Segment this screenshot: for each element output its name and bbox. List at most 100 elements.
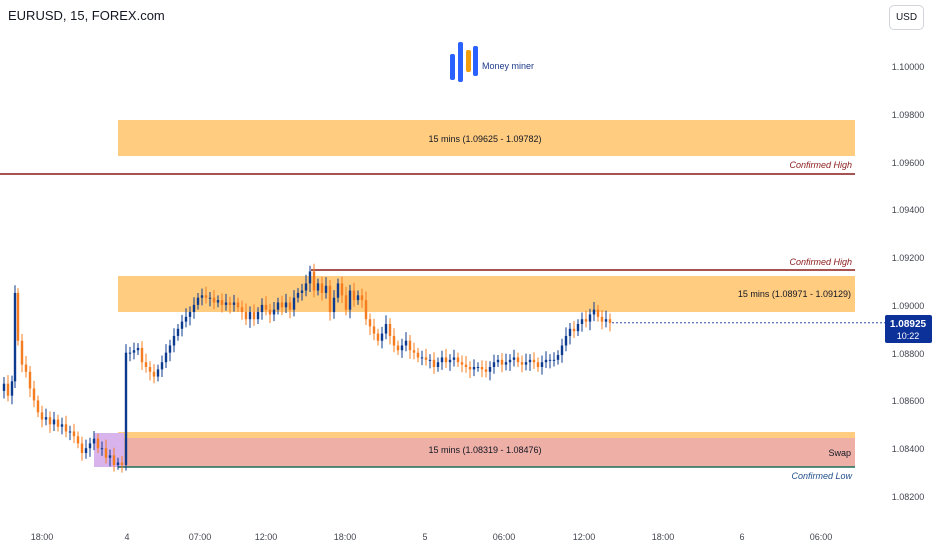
candle-body	[260, 304, 264, 313]
x-tick-label: 4	[124, 532, 129, 542]
candle-body	[132, 350, 136, 353]
candle-body	[140, 347, 144, 363]
candles-group	[2, 263, 885, 473]
confirmed-low-label: Confirmed Low	[791, 471, 852, 481]
candle-body	[548, 359, 552, 361]
candle-body	[148, 367, 152, 372]
time-axis[interactable]: 18:00 4 07:00 12:00 18:00 5 06:00 12:00 …	[31, 532, 833, 542]
candle-body	[136, 347, 140, 351]
y-tick-label: 1.08400	[892, 444, 925, 454]
y-tick-label: 1.08800	[892, 349, 925, 359]
candle-body	[440, 357, 444, 363]
candle-body	[464, 364, 468, 367]
y-tick-label: 1.09000	[892, 301, 925, 311]
x-tick-label: 06:00	[493, 532, 516, 542]
candle-body	[540, 362, 544, 367]
candle-body	[524, 362, 528, 365]
x-tick-label: 6	[739, 532, 744, 542]
candle-body	[20, 340, 24, 365]
candle-body	[180, 321, 184, 329]
last-price-value: 1.08925	[890, 319, 927, 330]
candle-body	[592, 309, 596, 315]
candle-body	[164, 352, 168, 363]
logo-bar-icon	[458, 42, 463, 82]
candle-body	[460, 362, 464, 365]
candle-body	[64, 424, 68, 432]
candle-body	[13, 292, 17, 382]
candle-body	[388, 324, 392, 336]
candle-body	[500, 359, 504, 365]
y-tick-label: 1.09400	[892, 205, 925, 215]
candle-body	[252, 312, 256, 320]
countdown-timer: 10:22	[897, 331, 920, 341]
candle-body	[512, 357, 516, 360]
candle-body	[588, 314, 592, 322]
candle-body	[320, 283, 324, 293]
x-tick-label: 5	[422, 532, 427, 542]
price-axis[interactable]: 1.10000 1.09800 1.09600 1.09400 1.09200 …	[892, 62, 925, 502]
candle-body	[116, 462, 120, 465]
y-tick-label: 1.10000	[892, 62, 925, 72]
candle-body	[364, 300, 368, 320]
candle-body	[236, 302, 240, 308]
candle-body	[308, 271, 312, 284]
candle-body	[572, 328, 576, 332]
candle-body	[108, 455, 112, 458]
currency-button[interactable]: USD	[889, 5, 924, 30]
candle-body	[296, 292, 300, 298]
candle-body	[36, 400, 40, 413]
candle-body	[96, 438, 100, 449]
candle-body	[416, 352, 420, 358]
x-tick-label: 18:00	[652, 532, 675, 542]
candle-body	[404, 340, 408, 346]
symbol-title: EURUSD, 15, FOREX.com	[8, 8, 165, 23]
last-price-tag: 1.08925 10:22	[885, 315, 932, 343]
candle-body	[564, 335, 568, 346]
candle-body	[568, 328, 572, 336]
candle-body	[448, 359, 452, 363]
candle-body	[276, 302, 280, 310]
candle-body	[504, 362, 508, 365]
candle-body	[112, 455, 116, 465]
candle-body	[476, 367, 480, 368]
candle-body	[280, 302, 284, 308]
candle-body	[168, 345, 172, 353]
candle-body	[484, 369, 488, 372]
candle-body	[324, 285, 328, 293]
candle-body	[48, 417, 52, 425]
candle-body	[444, 357, 448, 363]
candle-body	[100, 448, 104, 450]
candle-body	[156, 369, 160, 377]
candle-body	[40, 412, 44, 420]
candle-body	[552, 359, 556, 361]
x-tick-label: 06:00	[810, 532, 833, 542]
x-tick-label: 12:00	[255, 532, 278, 542]
candle-body	[184, 316, 188, 322]
candle-body	[72, 431, 76, 437]
candle-body	[412, 350, 416, 353]
candle-body	[248, 312, 252, 320]
candle-body	[348, 290, 352, 310]
candle-body	[456, 357, 460, 363]
candle-body	[432, 359, 436, 367]
candle-body	[272, 309, 276, 315]
candle-body	[144, 362, 148, 367]
candle-body	[400, 345, 404, 351]
candle-body	[492, 362, 496, 367]
candle-body	[44, 417, 48, 420]
candle-body	[232, 302, 236, 305]
candle-body	[508, 359, 512, 363]
y-tick-label: 1.09200	[892, 253, 925, 263]
candle-body	[268, 309, 272, 315]
candle-body	[520, 362, 524, 365]
candle-body	[304, 283, 308, 291]
x-tick-label: 18:00	[334, 532, 357, 542]
candle-body	[192, 304, 196, 313]
candle-body	[480, 367, 484, 370]
zone-mid-rect	[118, 276, 855, 312]
logo-bar-icon	[450, 54, 455, 80]
logo-bar-icon	[466, 50, 471, 72]
candle-body	[204, 295, 208, 298]
candle-body	[24, 364, 28, 372]
